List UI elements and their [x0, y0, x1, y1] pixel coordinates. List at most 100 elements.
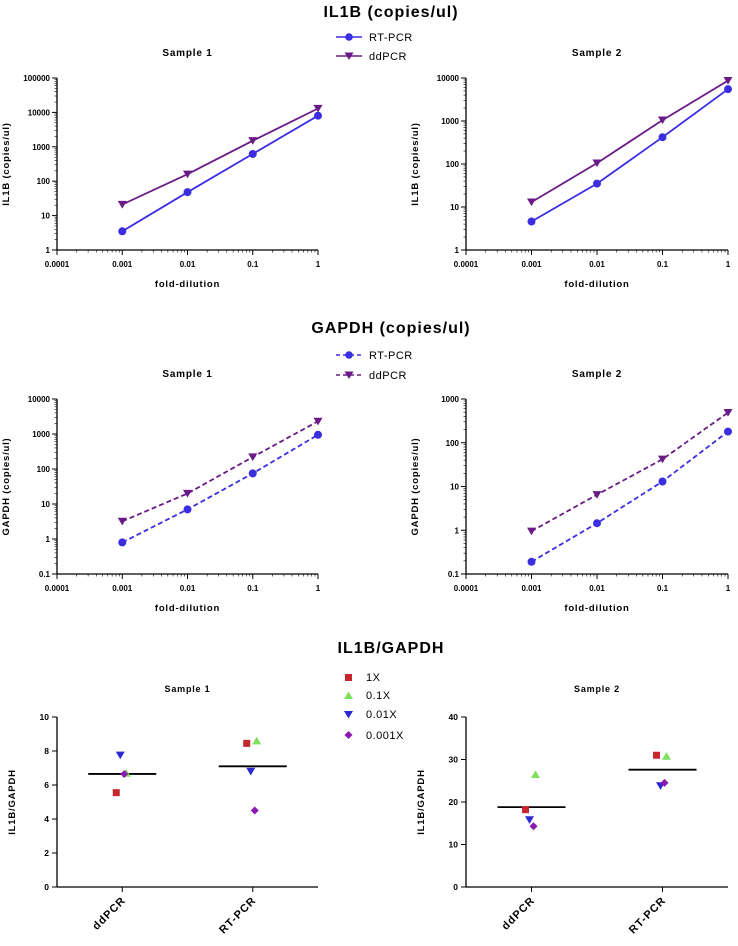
gapdh-sample1-chart: Sample 1 0.1 1 10 100 1000 10000 0.0001 0.001 0.0…: [1, 369, 323, 614]
series-line-ddpcr: [121, 420, 319, 523]
x-tick-label: 0.01: [589, 584, 605, 593]
legend-circle-marker: [345, 33, 353, 41]
y-tick-label: 10: [450, 203, 459, 212]
x-tick-label: ddPCR: [500, 895, 538, 933]
data-point-rt-pcr: [118, 538, 127, 547]
data-point-ddpcr: [592, 159, 602, 168]
legend-triangle-up-marker: [344, 691, 353, 699]
il1b-legend: RT-PCR ddPCR: [336, 32, 413, 63]
legend-label-ddpcr: ddPCR: [369, 370, 407, 382]
data-point-rt-pcr: [527, 557, 536, 566]
data-point-ddpcr: [658, 116, 667, 125]
series-line-ddpcr: [531, 79, 729, 203]
gapdh-legend: RT-PCR ddPCR: [336, 350, 412, 382]
y-axis-label: IL1B (copies/ul): [410, 122, 421, 206]
ratio-sample1-chart: Sample 1 0 2 4 6 8 10 IL1B/GAPDH ddPCR RT-PCR: [7, 684, 318, 936]
y-tick-label: 1: [46, 535, 51, 544]
x-tick-label: 0.0001: [45, 260, 70, 269]
x-axis-label: fold-dilution: [155, 279, 220, 290]
x-tick-label: 0.1: [657, 260, 669, 269]
legend-label-ddpcr: ddPCR: [369, 51, 407, 63]
y-tick-label: 10: [41, 212, 50, 221]
data-point-1x: [243, 739, 251, 747]
y-tick-label: 0: [453, 882, 458, 892]
data-point-0-01x: [525, 816, 534, 824]
y-tick-label: 100000: [23, 74, 50, 83]
data-point-ddpcr: [117, 517, 127, 526]
y-tick-label: 1: [46, 246, 51, 255]
y-tick-label: 100: [37, 177, 51, 186]
data-point-ddpcr: [527, 198, 536, 207]
data-point-ddpcr: [723, 408, 733, 417]
ratio-section-title: IL1B/GAPDH: [338, 640, 445, 657]
data-point-1x: [522, 806, 529, 814]
y-tick-label: 10000: [437, 74, 460, 83]
y-tick-label: 4: [44, 814, 49, 824]
data-point-ddpcr: [248, 453, 258, 462]
y-tick-label: 100: [446, 160, 460, 169]
data-point-rt-pcr: [314, 430, 322, 439]
data-point-rt-pcr: [724, 427, 732, 436]
chart-title: Sample 1: [165, 684, 211, 694]
data-point-ddpcr: [117, 200, 127, 209]
legend-label-rtpcr: RT-PCR: [369, 32, 413, 44]
data-point-rt-pcr: [183, 505, 192, 514]
legend-triangle-down-marker: [344, 711, 353, 719]
legend-diamond-marker: [344, 731, 353, 739]
y-tick-label: 1000: [441, 395, 459, 404]
y-tick-label: 0: [44, 882, 49, 892]
y-tick-label: 10: [449, 840, 459, 850]
y-tick-label: 10: [450, 483, 459, 492]
series-line-rt-pcr: [121, 434, 319, 544]
y-tick-label: 1000: [32, 143, 50, 152]
x-tick-label: 0.01: [180, 260, 196, 269]
x-tick-label: 0.0001: [45, 584, 70, 593]
data-point-ddpcr: [527, 527, 536, 536]
legend-label-1x: 1X: [366, 672, 381, 684]
chart-title: Sample 2: [572, 48, 622, 59]
x-tick-label: 0.1: [247, 260, 259, 269]
data-point-ddpcr: [313, 104, 323, 113]
legend-circle-marker: [345, 351, 353, 359]
legend-square-marker: [345, 674, 352, 681]
data-point-0-001x: [120, 769, 129, 778]
x-tick-label: 0.0001: [454, 584, 479, 593]
data-point-rt-pcr: [593, 519, 601, 528]
y-tick-label: 1: [455, 246, 460, 255]
y-tick-label: 8: [44, 746, 49, 756]
data-point-rt-pcr: [314, 111, 322, 120]
gapdh-section-title: GAPDH (copies/ul): [311, 320, 470, 337]
data-point-rt-pcr: [118, 227, 127, 236]
chart-title: Sample 2: [574, 684, 620, 694]
x-tick-label: 0.01: [589, 260, 605, 269]
y-axis-label: IL1B/GAPDH: [7, 769, 18, 835]
y-tick-label: 100: [37, 465, 51, 474]
x-tick-label: 1: [316, 584, 321, 593]
y-tick-label: 30: [449, 755, 459, 765]
data-point-ddpcr: [723, 77, 733, 85]
y-tick-label: 100: [446, 439, 460, 448]
data-point-ddpcr: [313, 417, 323, 426]
x-tick-label: 0.001: [521, 584, 542, 593]
series-line-rt-pcr: [121, 114, 319, 233]
data-point-0-1x: [662, 752, 671, 760]
data-point-0-01x: [246, 767, 256, 776]
y-axis-label: IL1B (copies/ul): [1, 122, 12, 206]
y-tick-label: 6: [44, 780, 49, 790]
x-tick-label: 0.001: [112, 260, 133, 269]
y-tick-label: 10000: [28, 108, 51, 117]
data-point-0-1x: [252, 736, 262, 745]
data-point-ddpcr: [183, 170, 192, 179]
data-point-rt-pcr: [527, 217, 536, 226]
x-axis-label: fold-dilution: [155, 603, 220, 614]
data-point-rt-pcr: [724, 85, 732, 94]
data-point-rt-pcr: [658, 477, 667, 486]
x-tick-label: 0.001: [521, 260, 542, 269]
data-point-1x: [112, 789, 120, 797]
y-tick-label: 10000: [28, 395, 51, 404]
y-tick-label: 20: [449, 797, 459, 807]
series-line-ddpcr: [531, 411, 729, 532]
x-tick-label: 0.0001: [454, 260, 479, 269]
data-point-ddpcr: [248, 137, 258, 145]
y-tick-label: 10: [41, 500, 50, 509]
